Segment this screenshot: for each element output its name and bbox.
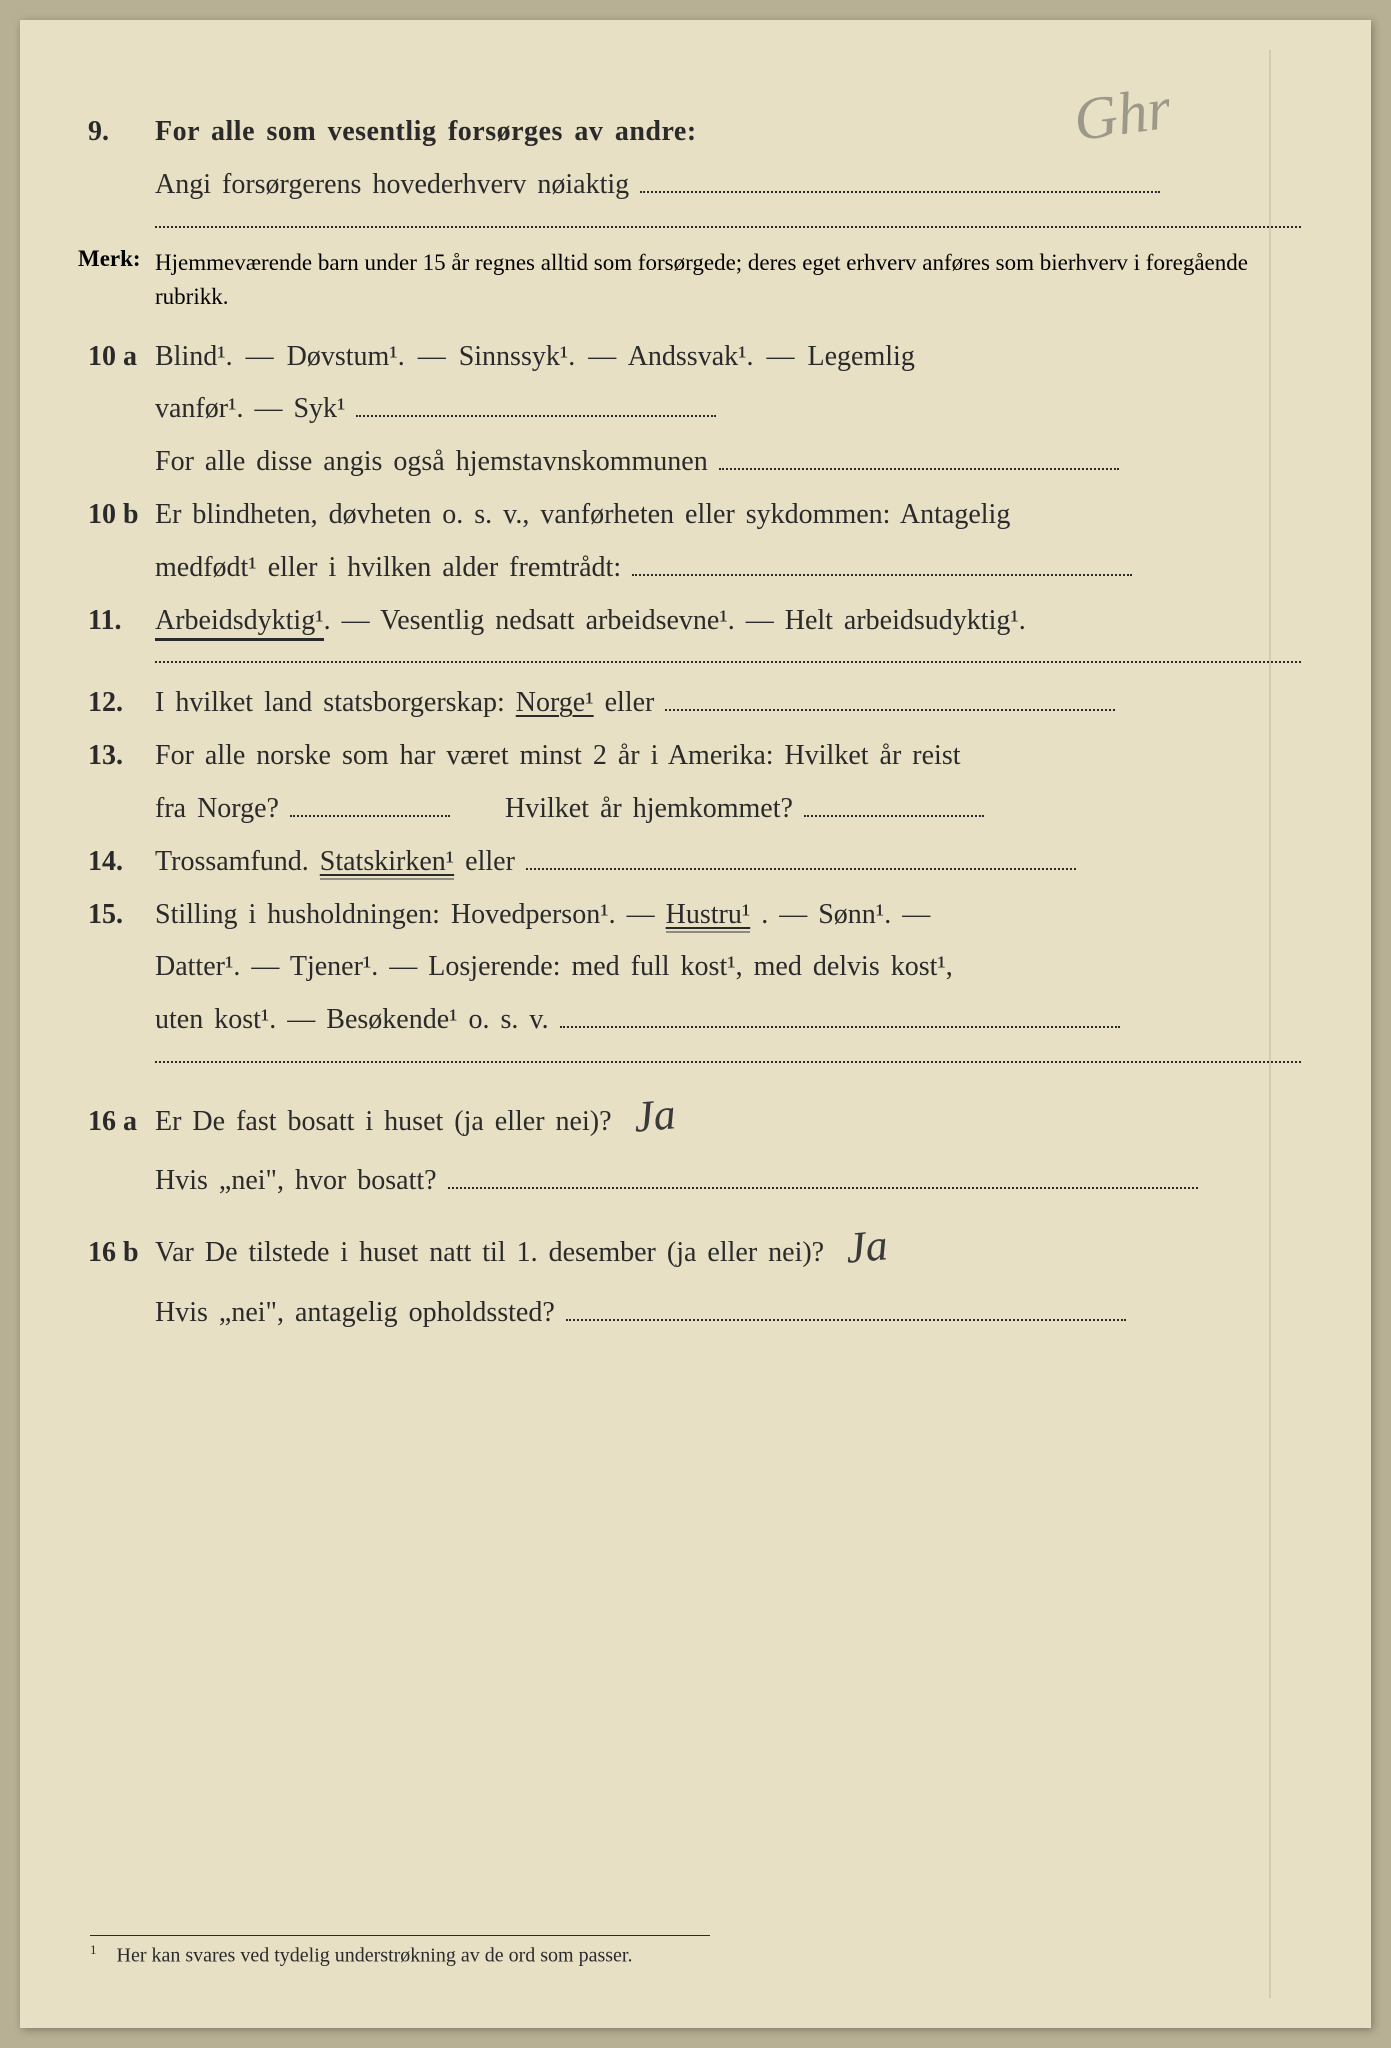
corner-handwriting: Ghr <box>1070 74 1175 156</box>
merk-label: Merk: <box>70 246 155 272</box>
q10a-line3: For alle disse angis også hjemstavnskomm… <box>155 446 708 477</box>
merk-row: Merk: Hjemmeværende barn under 15 år reg… <box>70 246 1301 315</box>
q13-line1: For alle norske som har været minst 2 år… <box>155 734 1301 779</box>
q14-text: Trossamfund. <box>155 846 320 877</box>
q13-number: 13. <box>70 734 155 779</box>
q9-blank[interactable] <box>640 165 1160 193</box>
q14-row: 14. Trossamfund. Statskirken¹ eller <box>70 840 1301 885</box>
q13-line2b: Hvilket år hjemkommet? <box>505 793 793 824</box>
q15-line3: uten kost¹. — Besøkende¹ o. s. v. <box>155 1004 549 1035</box>
q13-blank1[interactable] <box>290 789 450 817</box>
q9-text: Angi forsørgerens hovederhverv nøiaktig <box>155 169 629 200</box>
q16b-blank[interactable] <box>566 1293 1126 1321</box>
q12-text: I hvilket land statsborgerskap: <box>155 687 516 718</box>
footnote-text: Her kan svares ved tydelig understrøknin… <box>117 1945 633 1967</box>
divider <box>155 226 1301 228</box>
q11-rest: . — Vesentlig nedsatt arbeidsevne¹. — He… <box>324 605 1026 636</box>
q10b-row1: 10 b Er blindheten, døvheten o. s. v., v… <box>70 493 1301 538</box>
q14-number: 14. <box>70 840 155 885</box>
q16a-line1: Er De fast bosatt i huset (ja eller nei)… <box>155 1106 612 1137</box>
q11-selected: Arbeidsdyktig¹ <box>155 605 324 641</box>
q13-row2: fra Norge? Hvilket år hjemkommet? <box>70 787 1301 832</box>
q9-number: 9. <box>70 110 155 155</box>
q11-number: 11. <box>70 599 155 644</box>
vertical-fold-line <box>1269 50 1271 1998</box>
q15-row1: 15. Stilling i husholdningen: Hovedperso… <box>70 893 1301 938</box>
q16b-answer: Ja <box>843 1210 891 1284</box>
q15-row3: uten kost¹. — Besøkende¹ o. s. v. <box>70 998 1301 1043</box>
q14-statskirken: Statskirken¹ <box>320 846 454 880</box>
q15-number: 15. <box>70 893 155 938</box>
q10b-number: 10 b <box>70 493 155 538</box>
q10a-line2: vanfør¹. — Syk¹ <box>155 393 345 424</box>
q12-number: 12. <box>70 681 155 726</box>
q10a-number: 10 a <box>70 335 155 380</box>
q14-eller: eller <box>465 846 515 877</box>
q10a-row1: 10 a Blind¹. — Døvstum¹. — Sinnssyk¹. — … <box>70 335 1301 380</box>
q15-blank[interactable] <box>560 1000 1120 1028</box>
q15-hustru: Hustru¹ <box>666 899 751 933</box>
census-form-page: Ghr 9. For alle som vesentlig forsørges … <box>20 20 1371 2028</box>
q12-blank[interactable] <box>665 683 1115 711</box>
q16b-number: 16 b <box>70 1231 155 1276</box>
q12-norge: Norge¹ <box>516 687 594 718</box>
q10a-blank[interactable] <box>356 389 716 417</box>
q9-row2: Angi forsørgerens hovederhverv nøiaktig <box>70 163 1301 208</box>
q16a-row2: Hvis „nei", hvor bosatt? <box>70 1159 1301 1204</box>
q10a-row3: For alle disse angis også hjemstavnskomm… <box>70 440 1301 485</box>
q16a-line2: Hvis „nei", hvor bosatt? <box>155 1165 437 1196</box>
q16a-number: 16 a <box>70 1100 155 1145</box>
q10b-blank[interactable] <box>632 548 1132 576</box>
q11-row: 11. Arbeidsdyktig¹. — Vesentlig nedsatt … <box>70 599 1301 644</box>
q10a-row2: vanfør¹. — Syk¹ <box>70 387 1301 432</box>
q16a-blank[interactable] <box>448 1161 1198 1189</box>
divider2 <box>155 661 1301 663</box>
q12-eller: eller <box>605 687 655 718</box>
q13-line2a: fra Norge? <box>155 793 279 824</box>
q16b-line1: Var De tilstede i huset natt til 1. dese… <box>155 1237 824 1268</box>
q16a-answer: Ja <box>631 1079 679 1153</box>
q12-row: 12. I hvilket land statsborgerskap: Norg… <box>70 681 1301 726</box>
q10a-blank2[interactable] <box>719 442 1119 470</box>
q10a-line1: Blind¹. — Døvstum¹. — Sinnssyk¹. — Andss… <box>155 335 1301 380</box>
q15-line2: Datter¹. — Tjener¹. — Losjerende: med fu… <box>155 945 1301 990</box>
q10b-line2: medfødt¹ eller i hvilken alder fremtrådt… <box>155 552 621 583</box>
q16b-line2: Hvis „nei", antagelig opholdssted? <box>155 1297 555 1328</box>
q15-line1b: . — Sønn¹. — <box>761 899 930 930</box>
q10b-line1: Er blindheten, døvheten o. s. v., vanfør… <box>155 493 1301 538</box>
q16b-row1: 16 b Var De tilstede i huset natt til 1.… <box>70 1212 1301 1282</box>
q14-blank[interactable] <box>526 842 1076 870</box>
divider3 <box>155 1061 1301 1063</box>
q16a-row1: 16 a Er De fast bosatt i huset (ja eller… <box>70 1081 1301 1151</box>
q16b-row2: Hvis „nei", antagelig opholdssted? <box>70 1291 1301 1336</box>
merk-text: Hjemmeværende barn under 15 år regnes al… <box>155 246 1301 315</box>
q10b-row2: medfødt¹ eller i hvilken alder fremtrådt… <box>70 546 1301 591</box>
footnote: 1 Her kan svares ved tydelig understrøkn… <box>90 1935 710 1968</box>
q15-line1a: Stilling i husholdningen: Hovedperson¹. … <box>155 899 666 930</box>
q15-row2: Datter¹. — Tjener¹. — Losjerende: med fu… <box>70 945 1301 990</box>
footnote-num: 1 <box>90 1942 97 1957</box>
q13-blank2[interactable] <box>804 789 984 817</box>
q13-row1: 13. For alle norske som har været minst … <box>70 734 1301 779</box>
